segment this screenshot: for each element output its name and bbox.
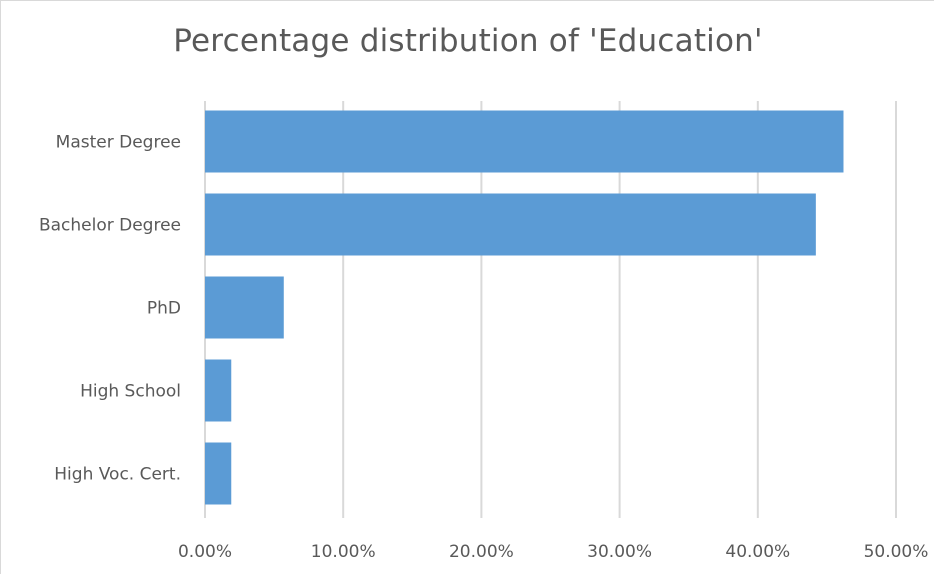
category-label-4: High Voc. Cert. <box>54 465 181 485</box>
x-tick-label-0: 0.00% <box>178 542 232 562</box>
category-label-3: High School <box>80 382 181 402</box>
bar-0 <box>205 110 844 173</box>
x-tick-label-1: 10.00% <box>311 542 376 562</box>
category-label-0: Master Degree <box>56 133 181 153</box>
x-tick-label-2: 20.00% <box>449 542 514 562</box>
x-tick-label-5: 50.00% <box>864 542 929 562</box>
x-tick-label-3: 30.00% <box>587 542 652 562</box>
bar-2 <box>205 276 284 339</box>
x-tick-label-4: 40.00% <box>725 542 790 562</box>
bar-3 <box>205 359 232 422</box>
bar-4 <box>205 442 232 505</box>
bar-1 <box>205 193 816 256</box>
chart-title: Percentage distribution of 'Education' <box>173 23 763 59</box>
category-label-1: Bachelor Degree <box>39 216 181 236</box>
category-label-2: PhD <box>147 299 181 319</box>
